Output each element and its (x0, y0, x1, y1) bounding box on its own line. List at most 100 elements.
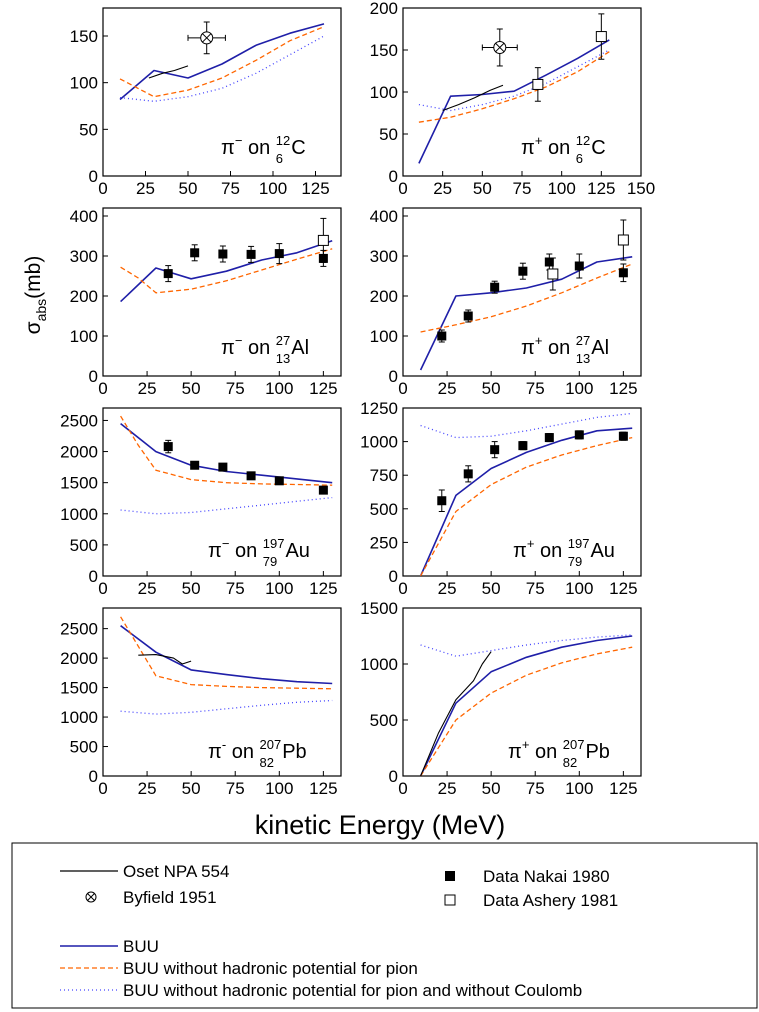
x-tick-label: 50 (473, 179, 492, 198)
plot-frame (102, 7, 342, 177)
x-tick-label: 100 (259, 179, 287, 198)
y-tick-label: 0 (89, 567, 98, 586)
y-tick-label: 1000 (60, 708, 98, 727)
y-tick-label: 150 (370, 41, 398, 60)
data-nakai-point (437, 496, 447, 506)
legend: Oset NPA 554 Byfield 1951 Data Nakai 198… (11, 842, 758, 1009)
series-group (120, 616, 333, 715)
data-ashery-point (547, 268, 559, 280)
x-tick-label: 100 (547, 179, 575, 198)
x-tick-label: 50 (482, 579, 501, 598)
plot-frame (402, 607, 642, 777)
x-tick-label: 125 (309, 579, 337, 598)
panel-label: π+ on 12 6 C (521, 133, 606, 166)
x-tick-label: 125 (301, 179, 329, 198)
series-buu-nohad (120, 415, 333, 486)
series-group (120, 240, 333, 303)
series-buu (419, 427, 633, 576)
x-tick-label: 100 (565, 579, 593, 598)
series-buu-nohad-nocoul (120, 699, 333, 715)
x-tick-label: 75 (526, 779, 545, 798)
y-tick-label: 200 (370, 287, 398, 306)
y-axis-label: σabs(mb) (22, 256, 49, 335)
series-buu (419, 635, 633, 776)
series-group (419, 412, 633, 576)
x-tick-label: 100 (565, 779, 593, 798)
x-tick-label: 50 (182, 379, 201, 398)
legend-byfield-label: Byfield 1951 (123, 888, 217, 907)
data-nakai-point (218, 462, 228, 472)
data-nakai-point (437, 331, 447, 341)
x-tick-label: 0 (398, 579, 407, 598)
x-tick-label: 100 (565, 379, 593, 398)
series-oset (442, 84, 504, 112)
data-nakai-point (318, 485, 328, 495)
x-tick-label: 100 (265, 779, 293, 798)
x-tick-label: 75 (226, 579, 245, 598)
x-tick-label: 25 (438, 779, 457, 798)
panel-7: 0 25 50 75 100 125 0 500 1000 1500 2000 2500 π- on 2… (60, 607, 342, 798)
x-tick-label: 50 (482, 779, 501, 798)
data-nakai-point (463, 469, 473, 479)
panel-4: 0 25 50 75 100 125 0 100 200 300 400 π+ on 27 13Al (370, 207, 642, 398)
x-tick-label: 25 (138, 379, 157, 398)
plot-frame (402, 407, 642, 577)
legend-box (11, 842, 758, 1009)
data-nakai-point (490, 282, 500, 292)
series-buu (419, 256, 633, 371)
y-tick-label: 1500 (60, 474, 98, 493)
panel-3: 0 25 50 75 100 125 0 100 200 300 400 π− on 27 13Al (70, 207, 342, 398)
y-tick-label: 300 (70, 247, 98, 266)
series-buu-nohad-nocoul (120, 496, 333, 515)
x-tick-label: 75 (226, 779, 245, 798)
y-tick-label: 750 (370, 466, 398, 485)
data-nakai-point (618, 431, 628, 441)
y-tick-label: 2500 (60, 620, 98, 639)
data-nakai-point (246, 249, 256, 259)
panel-2: 0 25 50 75 100 125 150 0 50 100 150 200 π+ on 12 6 C (370, 0, 656, 198)
data-nakai-point (190, 460, 200, 470)
y-tick-label: 300 (370, 247, 398, 266)
y-tick-label: 1250 (360, 399, 398, 418)
legend-buu-nohad-label: BUU without hadronic potential for pion (123, 959, 418, 978)
x-tick-label: 125 (309, 779, 337, 798)
x-axis-label: kinetic Energy (MeV) (255, 810, 506, 840)
series-buu-nohad (120, 248, 333, 294)
x-tick-label: 0 (398, 779, 407, 798)
y-tick-label: 100 (70, 74, 98, 93)
legend-oset-label: Oset NPA 554 (123, 862, 229, 881)
y-tick-label: 0 (89, 167, 98, 186)
y-tick-label: 400 (370, 207, 398, 226)
y-tick-label: 500 (370, 711, 398, 730)
y-tick-label: 500 (70, 738, 98, 757)
y-tick-label: 2000 (60, 443, 98, 462)
x-tick-label: 75 (221, 179, 240, 198)
x-tick-label: 50 (179, 179, 198, 198)
x-tick-label: 25 (438, 579, 457, 598)
y-tick-label: 0 (389, 167, 398, 186)
x-tick-label: 0 (98, 379, 107, 398)
panel-5: 0 25 50 75 100 125 0 500 1000 1500 2000 2500 π− on 1… (60, 407, 342, 598)
legend-ashery-label: Data Ashery 1981 (483, 891, 618, 910)
data-ashery-point (617, 234, 629, 246)
y-tick-label: 0 (389, 767, 398, 786)
svg-text:σabs(mb): σabs(mb) (22, 256, 49, 335)
data-nakai-point (163, 442, 173, 452)
series-buu (120, 240, 333, 303)
x-tick-label: 100 (265, 379, 293, 398)
series-buu-nohad (119, 26, 325, 98)
y-tick-label: 400 (70, 207, 98, 226)
legend-byfield-marker (85, 891, 97, 903)
x-tick-label: 25 (433, 179, 452, 198)
plot-frame (102, 607, 342, 777)
x-tick-label: 75 (226, 379, 245, 398)
x-tick-label: 125 (587, 179, 615, 198)
x-tick-label: 125 (609, 379, 637, 398)
y-tick-label: 0 (89, 367, 98, 386)
series-buu-nohad-nocoul (420, 412, 633, 439)
x-tick-label: 25 (138, 779, 157, 798)
y-tick-label: 200 (70, 287, 98, 306)
y-tick-label: 150 (70, 27, 98, 46)
